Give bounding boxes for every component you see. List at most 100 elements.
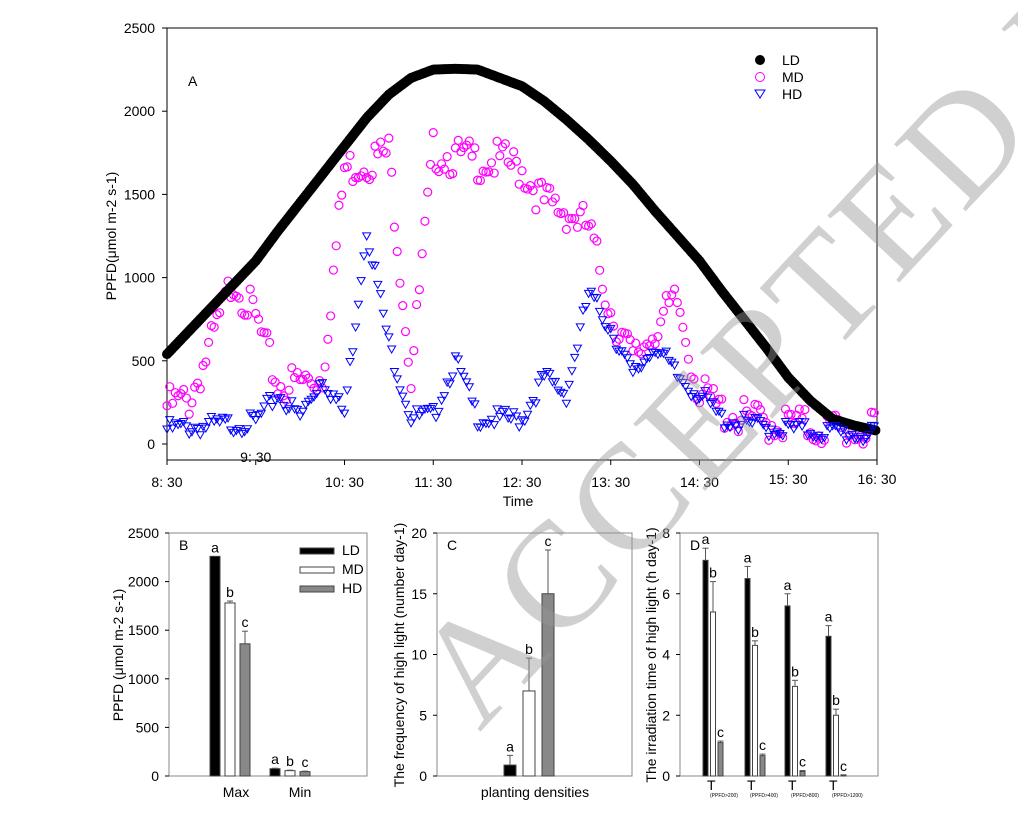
hd-point	[187, 428, 197, 437]
y-tick-label: 2000	[128, 574, 159, 590]
md-point	[420, 216, 430, 226]
hd-point	[372, 280, 383, 290]
y-tick-label: 2	[662, 707, 670, 723]
hd-point	[314, 380, 325, 389]
hd-point	[744, 418, 755, 428]
hd-point	[322, 389, 333, 399]
md-point	[231, 291, 241, 301]
hd-point	[475, 423, 486, 433]
md-point	[514, 179, 524, 189]
legend-label: MD	[782, 69, 804, 85]
y-axis-label: PPFD(μmol m-2 s-1)	[103, 172, 119, 301]
md-point	[628, 346, 638, 356]
x-axis-label: planting densities	[481, 784, 589, 800]
hd-point	[517, 416, 527, 425]
md-point	[267, 375, 277, 385]
md-point	[664, 298, 674, 308]
x-tick-label: 10: 30	[325, 474, 364, 490]
md-point	[578, 200, 588, 211]
significance-letter: c	[799, 754, 806, 770]
hd-point	[544, 369, 555, 379]
md-point	[497, 142, 508, 152]
hd-point	[689, 390, 699, 399]
bar-ld	[503, 764, 517, 777]
md-point	[237, 308, 247, 318]
md-point	[389, 222, 400, 232]
hd-point	[794, 418, 805, 427]
hd-point	[242, 425, 253, 434]
hd-point	[855, 433, 866, 442]
hd-point	[869, 422, 880, 431]
hd-point	[325, 395, 336, 405]
significance-letter: c	[302, 754, 309, 770]
md-point	[331, 241, 341, 251]
bar-md	[792, 685, 798, 777]
md-point	[167, 398, 178, 408]
md-point	[289, 373, 300, 383]
bar-hd	[299, 771, 311, 777]
hd-point	[414, 411, 425, 421]
md-point	[495, 151, 505, 161]
significance-letter: c	[717, 724, 724, 740]
md-point	[586, 219, 596, 229]
hd-point	[298, 407, 308, 417]
hd-point	[178, 418, 189, 427]
hd-point	[536, 370, 547, 380]
hd-point	[808, 433, 819, 442]
md-point	[378, 146, 388, 156]
md-point	[511, 156, 522, 166]
md-point	[187, 398, 197, 408]
hd-point	[788, 425, 799, 434]
hd-point	[503, 414, 513, 423]
md-point	[708, 384, 718, 394]
md-point	[370, 141, 380, 151]
md-point	[869, 408, 879, 418]
significance-letter: c	[242, 614, 249, 630]
y-tick-label: 20	[411, 525, 427, 541]
md-point	[375, 137, 386, 147]
y-tick-label: 6	[662, 586, 670, 602]
panel-label: A	[188, 73, 198, 89]
hd-point	[555, 388, 566, 398]
hd-point	[184, 430, 195, 440]
md-point	[306, 379, 316, 389]
hd-point	[567, 367, 577, 376]
bar-md	[710, 611, 716, 777]
md-point	[242, 310, 253, 320]
md-point	[209, 322, 219, 332]
md-point	[398, 301, 408, 311]
md-point	[714, 394, 724, 404]
hd-point	[533, 378, 544, 388]
md-point	[359, 167, 369, 177]
md-point	[450, 143, 461, 153]
hd-point	[217, 413, 228, 423]
hd-point	[375, 290, 386, 299]
hd-point	[777, 432, 788, 441]
significance-letter: c	[545, 533, 552, 549]
md-point	[403, 357, 413, 367]
hd-point	[797, 422, 807, 432]
y-tick-label: 500	[132, 353, 156, 369]
hd-point	[431, 413, 441, 423]
panel-label: C	[447, 537, 457, 553]
hd-point	[483, 420, 494, 429]
md-point	[700, 374, 710, 384]
significance-letter: a	[825, 609, 833, 625]
md-point	[245, 284, 255, 294]
md-point	[459, 143, 469, 153]
md-point	[165, 382, 175, 392]
md-point	[489, 168, 499, 178]
legend-ld-marker	[755, 55, 765, 65]
hd-point	[761, 423, 771, 433]
md-point	[681, 337, 691, 348]
md-point	[622, 329, 632, 339]
hd-point	[736, 421, 746, 430]
y-tick-label: 4	[662, 647, 670, 663]
hd-point	[650, 348, 660, 358]
hd-point	[309, 393, 319, 402]
hd-point	[311, 389, 322, 399]
hd-point	[500, 405, 511, 415]
md-point	[381, 148, 391, 158]
significance-letter: b	[709, 565, 717, 581]
md-point	[384, 133, 394, 143]
